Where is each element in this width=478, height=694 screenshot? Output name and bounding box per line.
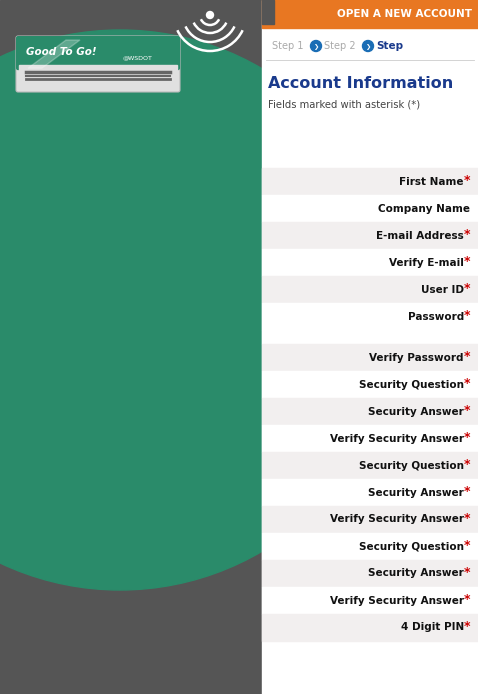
- Bar: [262, 614, 478, 641]
- Text: *: *: [464, 458, 470, 471]
- Text: *: *: [464, 309, 470, 322]
- Text: Step: Step: [376, 41, 403, 51]
- Text: *: *: [464, 282, 470, 295]
- Text: Fields marked with asterisk (*): Fields marked with asterisk (*): [268, 99, 420, 109]
- Text: Verify E-mail: Verify E-mail: [389, 257, 464, 267]
- Bar: [262, 560, 478, 587]
- Polygon shape: [28, 40, 80, 68]
- Bar: [262, 344, 478, 371]
- Bar: [262, 0, 478, 694]
- Text: Security Answer: Security Answer: [368, 487, 464, 498]
- Bar: [262, 330, 478, 344]
- FancyBboxPatch shape: [16, 36, 180, 92]
- Bar: [262, 168, 478, 195]
- Text: *: *: [464, 539, 470, 552]
- Text: Security Question: Security Question: [359, 541, 464, 552]
- Text: First Name: First Name: [400, 176, 464, 187]
- Bar: [262, 249, 478, 276]
- Text: @WSDOT: @WSDOT: [123, 56, 153, 60]
- Text: Step 1: Step 1: [272, 41, 304, 51]
- Bar: [262, 0, 478, 28]
- Text: Security Answer: Security Answer: [368, 407, 464, 416]
- Bar: [262, 533, 478, 560]
- Bar: [262, 506, 478, 533]
- Text: Company Name: Company Name: [378, 203, 470, 214]
- Bar: [262, 398, 478, 425]
- Text: User ID: User ID: [421, 285, 464, 294]
- Text: *: *: [464, 566, 470, 579]
- Text: *: *: [464, 350, 470, 363]
- Text: *: *: [464, 593, 470, 606]
- Text: ❯: ❯: [314, 44, 319, 49]
- Bar: [262, 222, 478, 249]
- Bar: [262, 587, 478, 614]
- Text: *: *: [464, 512, 470, 525]
- Text: Good To Go!: Good To Go!: [26, 47, 97, 57]
- Text: Verify Security Answer: Verify Security Answer: [330, 514, 464, 525]
- Text: *: *: [464, 431, 470, 444]
- Text: *: *: [464, 255, 470, 268]
- Text: *: *: [464, 174, 470, 187]
- Bar: [262, 303, 478, 330]
- Text: ❯: ❯: [365, 44, 370, 49]
- Bar: [262, 276, 478, 303]
- Bar: [19, 65, 177, 70]
- Text: *: *: [464, 620, 470, 633]
- Text: Security Question: Security Question: [359, 461, 464, 471]
- Text: *: *: [464, 228, 470, 241]
- Text: Security Question: Security Question: [359, 380, 464, 389]
- Bar: [262, 371, 478, 398]
- Bar: [262, 425, 478, 452]
- Circle shape: [206, 12, 214, 19]
- Text: *: *: [464, 404, 470, 417]
- Text: 4 Digit PIN: 4 Digit PIN: [401, 623, 464, 632]
- Text: Security Answer: Security Answer: [368, 568, 464, 579]
- Text: Verify Security Answer: Verify Security Answer: [330, 434, 464, 443]
- Text: E-mail Address: E-mail Address: [376, 230, 464, 241]
- Bar: [262, 0, 274, 24]
- Text: OPEN A NEW ACCOUNT: OPEN A NEW ACCOUNT: [337, 9, 472, 19]
- Text: Step 2: Step 2: [324, 41, 356, 51]
- Circle shape: [0, 30, 400, 590]
- Bar: [262, 479, 478, 506]
- Circle shape: [311, 40, 322, 51]
- Text: Password: Password: [408, 312, 464, 321]
- Bar: [262, 452, 478, 479]
- Text: Verify Security Answer: Verify Security Answer: [330, 595, 464, 605]
- FancyBboxPatch shape: [16, 36, 180, 70]
- Text: *: *: [464, 485, 470, 498]
- Text: *: *: [464, 377, 470, 390]
- Bar: [0, 0, 262, 694]
- Circle shape: [362, 40, 373, 51]
- Text: Verify Password: Verify Password: [369, 353, 464, 362]
- Bar: [262, 195, 478, 222]
- Text: Account Information: Account Information: [268, 76, 453, 90]
